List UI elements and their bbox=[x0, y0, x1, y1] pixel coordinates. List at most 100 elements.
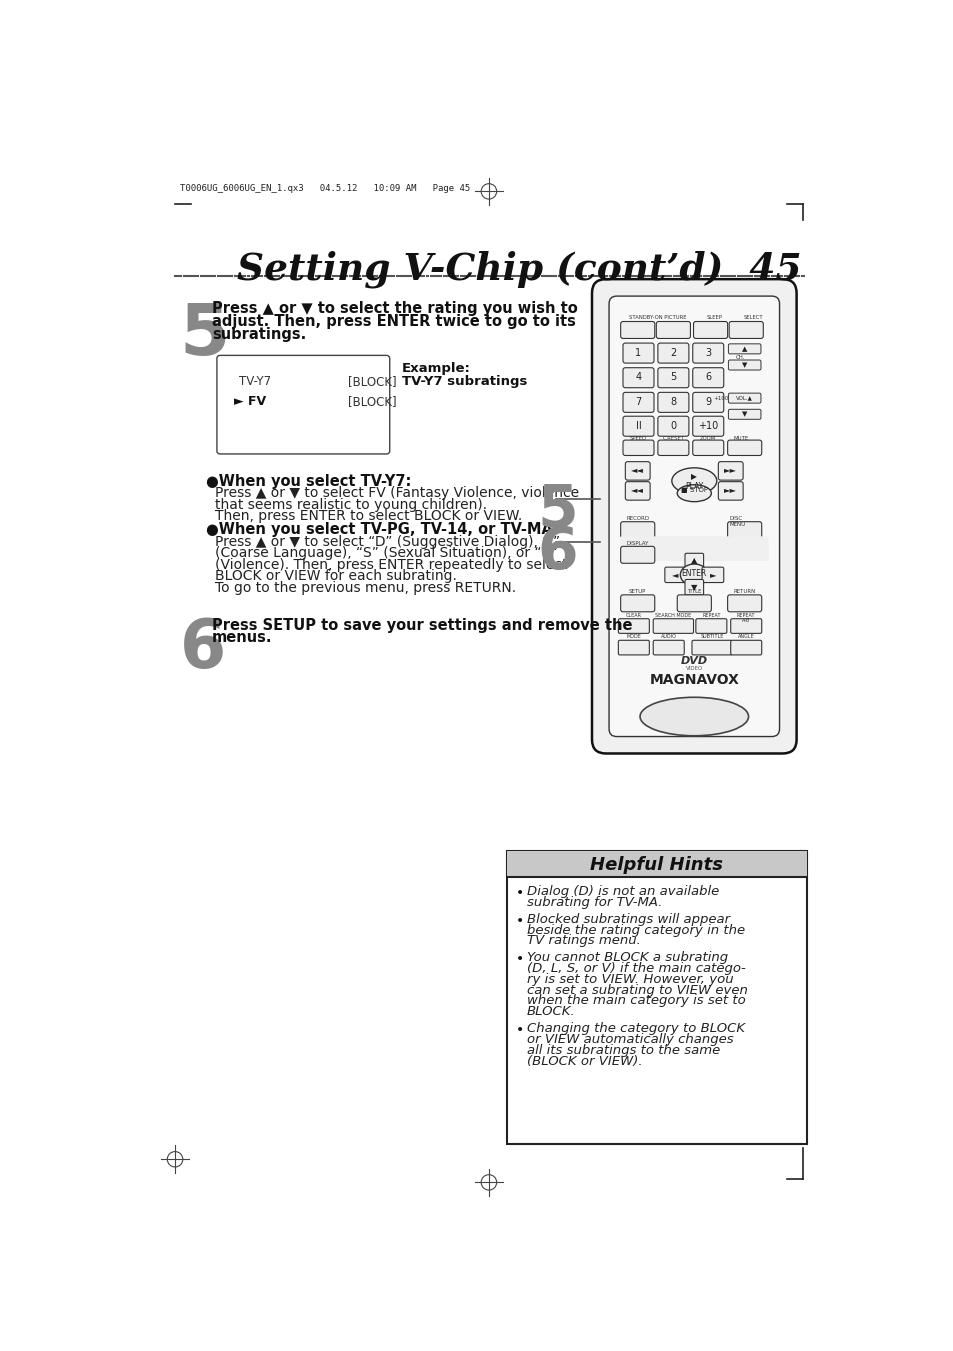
FancyBboxPatch shape bbox=[658, 416, 688, 436]
FancyBboxPatch shape bbox=[624, 482, 649, 500]
Text: 1: 1 bbox=[635, 347, 640, 358]
Text: (D, L, S, or V) if the main catego-: (D, L, S, or V) if the main catego- bbox=[526, 962, 745, 975]
Text: SLEEP: SLEEP bbox=[706, 315, 721, 320]
Text: Helpful Hints: Helpful Hints bbox=[589, 857, 722, 874]
Text: T0006UG_6006UG_EN_1.qx3   04.5.12   10:09 AM   Page 45: T0006UG_6006UG_EN_1.qx3 04.5.12 10:09 AM… bbox=[179, 184, 470, 193]
FancyBboxPatch shape bbox=[728, 393, 760, 403]
Text: Press ▲ or ▼ to select FV (Fantasy Violence, violence: Press ▲ or ▼ to select FV (Fantasy Viole… bbox=[215, 486, 578, 500]
Text: DVD: DVD bbox=[680, 657, 707, 666]
FancyBboxPatch shape bbox=[620, 322, 654, 339]
FancyBboxPatch shape bbox=[653, 640, 683, 655]
FancyBboxPatch shape bbox=[620, 546, 654, 563]
Text: CH.: CH. bbox=[735, 354, 744, 359]
Text: TITLE: TITLE bbox=[686, 589, 700, 594]
Text: Press ▲ or ▼ to select “D” (Suggestive Dialog), “L”: Press ▲ or ▼ to select “D” (Suggestive D… bbox=[215, 535, 559, 549]
FancyBboxPatch shape bbox=[701, 567, 723, 582]
Text: that seems realistic to young children).: that seems realistic to young children). bbox=[215, 497, 487, 512]
FancyBboxPatch shape bbox=[624, 462, 649, 480]
FancyBboxPatch shape bbox=[216, 355, 390, 454]
Text: You cannot BLOCK a subrating: You cannot BLOCK a subrating bbox=[526, 951, 727, 965]
FancyBboxPatch shape bbox=[692, 392, 723, 412]
Text: menus.: menus. bbox=[212, 631, 273, 646]
FancyBboxPatch shape bbox=[622, 416, 654, 436]
Text: ANGLE: ANGLE bbox=[737, 634, 754, 639]
Text: Dialog (D) is not an available: Dialog (D) is not an available bbox=[526, 885, 719, 898]
FancyBboxPatch shape bbox=[592, 280, 796, 754]
Text: subrating for TV-MA.: subrating for TV-MA. bbox=[526, 896, 661, 909]
Text: 8: 8 bbox=[670, 397, 676, 407]
Text: BLOCK.: BLOCK. bbox=[526, 1005, 575, 1019]
Text: ◄◄: ◄◄ bbox=[631, 485, 643, 494]
FancyBboxPatch shape bbox=[727, 521, 760, 539]
FancyBboxPatch shape bbox=[728, 345, 760, 354]
Ellipse shape bbox=[677, 485, 711, 501]
Text: •: • bbox=[516, 913, 524, 928]
FancyBboxPatch shape bbox=[656, 322, 690, 339]
Text: Press SETUP to save your settings and remove the: Press SETUP to save your settings and re… bbox=[212, 617, 632, 634]
Text: Blocked subratings will appear: Blocked subratings will appear bbox=[526, 913, 729, 925]
Text: ►►: ►► bbox=[723, 466, 737, 474]
FancyBboxPatch shape bbox=[658, 343, 688, 363]
FancyBboxPatch shape bbox=[653, 619, 693, 634]
Text: Example:: Example: bbox=[402, 362, 471, 376]
Text: SELECT: SELECT bbox=[743, 315, 762, 320]
Text: TV-Y7: TV-Y7 bbox=[239, 374, 272, 388]
Text: ◄◄: ◄◄ bbox=[631, 466, 643, 474]
FancyBboxPatch shape bbox=[622, 440, 654, 455]
FancyBboxPatch shape bbox=[728, 409, 760, 419]
Text: Setting V-Chip (cont’d)  45: Setting V-Chip (cont’d) 45 bbox=[236, 251, 801, 288]
Text: SEARCH MODE: SEARCH MODE bbox=[655, 612, 691, 617]
FancyBboxPatch shape bbox=[695, 619, 726, 634]
FancyBboxPatch shape bbox=[618, 619, 649, 634]
FancyBboxPatch shape bbox=[730, 619, 760, 634]
Text: ▲: ▲ bbox=[741, 346, 746, 353]
Text: ENTER: ENTER bbox=[681, 569, 706, 578]
FancyBboxPatch shape bbox=[620, 521, 654, 539]
Text: ◄: ◄ bbox=[672, 570, 679, 580]
Text: Changing the category to BLOCK: Changing the category to BLOCK bbox=[526, 1023, 744, 1035]
FancyBboxPatch shape bbox=[664, 567, 686, 582]
Text: 6: 6 bbox=[179, 616, 226, 682]
FancyBboxPatch shape bbox=[658, 392, 688, 412]
FancyBboxPatch shape bbox=[692, 416, 723, 436]
Text: 9: 9 bbox=[704, 397, 711, 407]
FancyBboxPatch shape bbox=[692, 343, 723, 363]
Text: [BLOCK]: [BLOCK] bbox=[348, 374, 396, 388]
Text: ▼: ▼ bbox=[741, 412, 746, 417]
Text: VIDEO: VIDEO bbox=[685, 666, 702, 671]
Text: RETURN: RETURN bbox=[733, 589, 755, 594]
Text: subratings.: subratings. bbox=[212, 327, 306, 342]
FancyBboxPatch shape bbox=[730, 640, 760, 655]
Text: MAGNAVOX: MAGNAVOX bbox=[649, 673, 739, 688]
FancyBboxPatch shape bbox=[718, 482, 742, 500]
Text: RECORD: RECORD bbox=[626, 516, 649, 521]
Text: ▶
PLAY: ▶ PLAY bbox=[684, 471, 702, 490]
Text: all its subratings to the same: all its subratings to the same bbox=[526, 1044, 720, 1056]
Text: Press ▲ or ▼ to select the rating you wish to: Press ▲ or ▼ to select the rating you wi… bbox=[212, 301, 578, 316]
Text: CLEAR: CLEAR bbox=[625, 612, 641, 617]
Text: ●When you select TV-Y7:: ●When you select TV-Y7: bbox=[206, 474, 411, 489]
Text: SETUP: SETUP bbox=[628, 589, 646, 594]
Text: SUBTITLE: SUBTITLE bbox=[700, 634, 723, 639]
Text: •: • bbox=[516, 952, 524, 966]
Bar bbox=[506, 851, 806, 1144]
Text: ■ STOP: ■ STOP bbox=[680, 488, 707, 493]
Text: II: II bbox=[635, 422, 640, 431]
FancyBboxPatch shape bbox=[658, 367, 688, 388]
FancyBboxPatch shape bbox=[622, 343, 654, 363]
FancyBboxPatch shape bbox=[684, 554, 703, 569]
FancyBboxPatch shape bbox=[727, 440, 760, 455]
FancyBboxPatch shape bbox=[684, 580, 703, 594]
Text: (Violence). Then, press ENTER repeatedly to select: (Violence). Then, press ENTER repeatedly… bbox=[215, 558, 567, 571]
Text: C.RESET: C.RESET bbox=[661, 436, 683, 442]
Text: ●When you select TV-PG, TV-14, or TV-MA:: ●When you select TV-PG, TV-14, or TV-MA: bbox=[206, 523, 558, 538]
Text: ▼: ▼ bbox=[741, 362, 746, 369]
Text: TV ratings menu.: TV ratings menu. bbox=[526, 935, 640, 947]
Text: 6: 6 bbox=[537, 524, 578, 581]
Text: To go to the previous menu, press RETURN.: To go to the previous menu, press RETURN… bbox=[215, 581, 516, 594]
Text: [BLOCK]: [BLOCK] bbox=[348, 394, 396, 408]
Text: MODE: MODE bbox=[626, 634, 640, 639]
FancyBboxPatch shape bbox=[619, 536, 768, 561]
Ellipse shape bbox=[639, 697, 748, 736]
Text: +10: +10 bbox=[698, 422, 718, 431]
